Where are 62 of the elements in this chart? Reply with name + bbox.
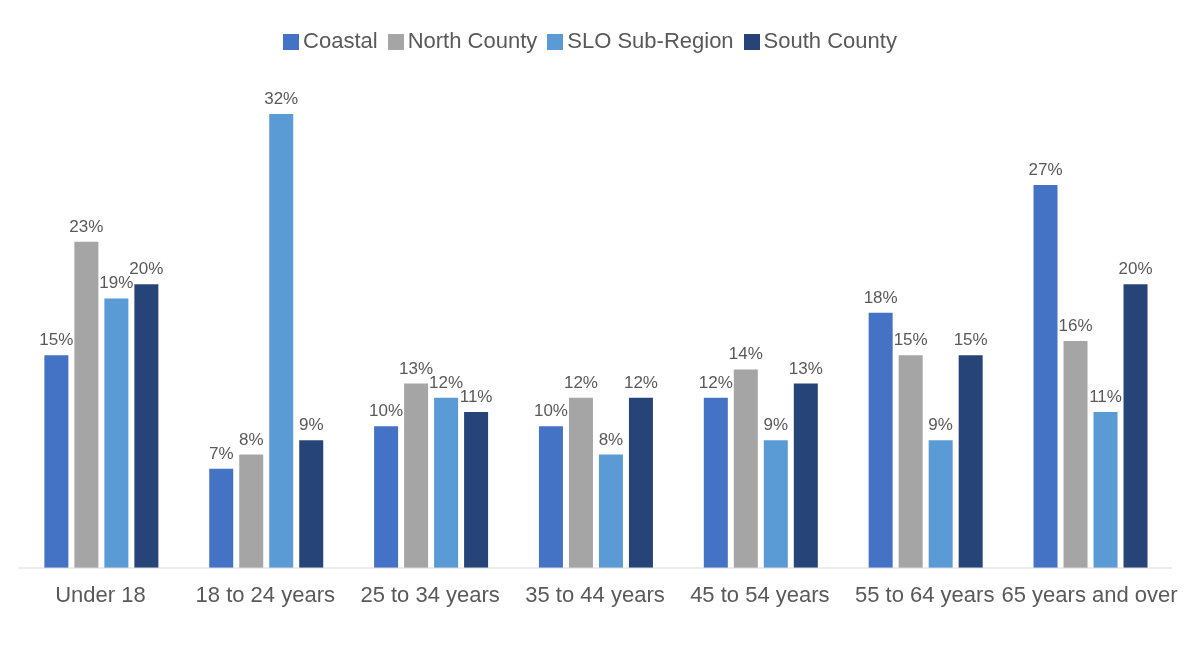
data-label: 9%	[928, 415, 953, 435]
x-tick-label: 25 to 34 years	[360, 581, 500, 607]
data-label: 11%	[1089, 386, 1122, 406]
data-label: 23%	[69, 216, 104, 236]
x-tick-label: 35 to 44 years	[525, 581, 665, 607]
bar	[898, 355, 923, 568]
bar	[1063, 341, 1088, 568]
bar	[868, 312, 893, 568]
data-label: 15%	[953, 330, 988, 350]
bar	[134, 284, 159, 568]
data-label: 20%	[1118, 259, 1153, 279]
legend-label: North County	[407, 28, 538, 53]
bar	[374, 426, 399, 568]
data-label: 12%	[623, 372, 658, 392]
bar	[538, 426, 563, 568]
data-label: 13%	[788, 358, 823, 378]
data-label: 9%	[298, 415, 324, 435]
bar	[1123, 284, 1148, 568]
data-label: 7%	[208, 443, 234, 463]
data-label: 8%	[598, 429, 624, 449]
data-label: 16%	[1058, 316, 1093, 335]
bar	[464, 411, 489, 568]
legend-label: South County	[763, 28, 897, 53]
x-tick-label: 65 years and over	[1001, 581, 1178, 607]
bar	[1093, 411, 1118, 568]
x-tick-label: Under 18	[55, 581, 146, 607]
data-label: 18%	[863, 287, 898, 307]
data-label: 27%	[1028, 159, 1063, 179]
data-label: 10%	[533, 401, 568, 421]
bar	[209, 468, 234, 568]
bar	[703, 397, 728, 568]
bar	[299, 440, 324, 568]
legend-label: Coastal	[303, 28, 378, 53]
data-label: 15%	[39, 330, 74, 350]
bar	[239, 454, 264, 568]
bar	[568, 397, 593, 568]
data-label: 12%	[698, 372, 733, 392]
bar	[104, 298, 129, 568]
bar	[598, 454, 623, 568]
data-label: 14%	[728, 344, 763, 364]
bar	[74, 241, 99, 568]
bar	[793, 383, 818, 568]
bar	[958, 355, 983, 568]
x-tick-label: 18 to 24 years	[195, 581, 335, 607]
bar	[404, 383, 429, 568]
x-tick-label: 55 to 64 years	[855, 581, 995, 607]
bar	[928, 440, 953, 568]
legend-label: SLO Sub-Region	[567, 28, 734, 53]
bar	[434, 397, 459, 568]
data-label: 8%	[238, 429, 264, 449]
bar	[44, 355, 69, 568]
data-label: 9%	[763, 415, 789, 435]
bar	[733, 369, 758, 568]
bar	[628, 397, 653, 568]
data-label: 15%	[893, 330, 928, 350]
data-label: 32%	[264, 89, 299, 108]
data-label: 10%	[369, 401, 404, 421]
bar	[1033, 184, 1058, 568]
data-label: 12%	[563, 372, 598, 392]
x-tick-label: 45 to 54 years	[690, 581, 830, 607]
bar	[763, 440, 788, 568]
bar	[269, 114, 294, 568]
